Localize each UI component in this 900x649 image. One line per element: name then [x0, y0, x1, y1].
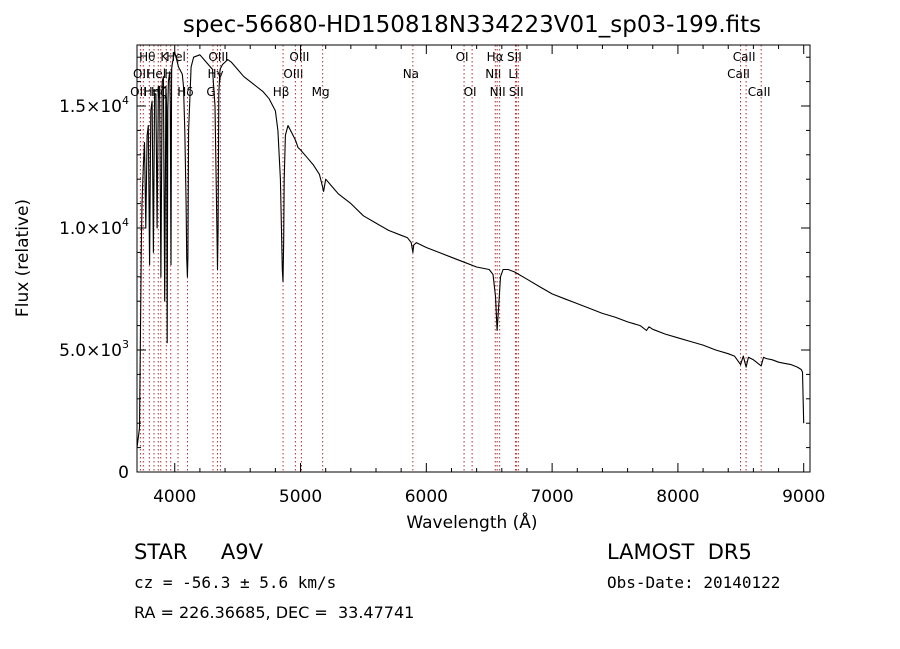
line-label-10: G — [206, 85, 215, 99]
line-label-15: OIII — [289, 50, 309, 64]
x-axis-label: Wavelength (Å) — [406, 511, 537, 533]
spectrum-line-0 — [136, 51, 805, 448]
line-label-28: CaII — [748, 85, 771, 99]
line-label-12: OIII — [208, 50, 228, 64]
line-label-11: Hγ — [207, 67, 223, 81]
x-tick-label: 5000 — [279, 487, 322, 507]
x-axis: 4000 5000 6000 7000 8000 9000 — [153, 45, 825, 507]
x-tick-label: 7000 — [530, 487, 573, 507]
y-tick-label: 0 — [118, 463, 129, 483]
line-label-19: OI — [464, 85, 477, 99]
line-label-22: NII — [490, 85, 506, 99]
line-label-20: NII — [485, 67, 501, 81]
y-axis-label: Flux (relative) — [13, 199, 33, 317]
chart-title: spec-56680-HD150818N334223V01_sp03-199.f… — [183, 12, 761, 38]
y-axis: 0 5.0×103 1.0×104 1.5×104 — [59, 56, 810, 483]
line-label-25: SII — [509, 85, 524, 99]
line-label-16: Mg — [312, 85, 330, 99]
spectrum-series — [136, 51, 805, 448]
line-label-23: Li — [508, 67, 518, 81]
line-label-18: OI — [456, 50, 469, 64]
y-tick-label: 1.0×104 — [59, 216, 129, 239]
star-class: STAR A9V — [134, 540, 263, 564]
x-tick-label: 6000 — [405, 487, 448, 507]
line-label-7: H — [164, 67, 173, 81]
line-label-0: OII — [130, 85, 147, 99]
line-label-24: SII — [507, 50, 522, 64]
x-tick-label: 9000 — [782, 487, 825, 507]
line-label-21: Hα — [487, 50, 504, 64]
ra-dec-coordinates: RA = 226.36685, DEC = 33.47741 — [134, 603, 415, 622]
y-tick-label: 5.0×103 — [59, 338, 129, 361]
x-tick-label: 8000 — [656, 487, 699, 507]
plot-frame — [136, 44, 811, 473]
line-label-26: CaII — [727, 67, 750, 81]
redshift-cz: cz = -56.3 ± 5.6 km/s — [134, 573, 337, 592]
survey-release: LAMOST DR5 — [607, 540, 752, 564]
line-label-17: Na — [403, 67, 419, 81]
x-tick-label: 4000 — [153, 487, 196, 507]
line-label-6: K — [160, 50, 169, 64]
y-tick-label: 1.5×104 — [59, 94, 129, 117]
line-label-14: OIII — [283, 67, 303, 81]
line-label-13: Hβ — [273, 85, 290, 99]
observation-date: Obs-Date: 20140122 — [607, 573, 781, 592]
line-label-2: Hθ — [139, 50, 155, 64]
line-label-9: Hδ — [177, 85, 193, 99]
line-label-27: CaII — [733, 50, 756, 64]
